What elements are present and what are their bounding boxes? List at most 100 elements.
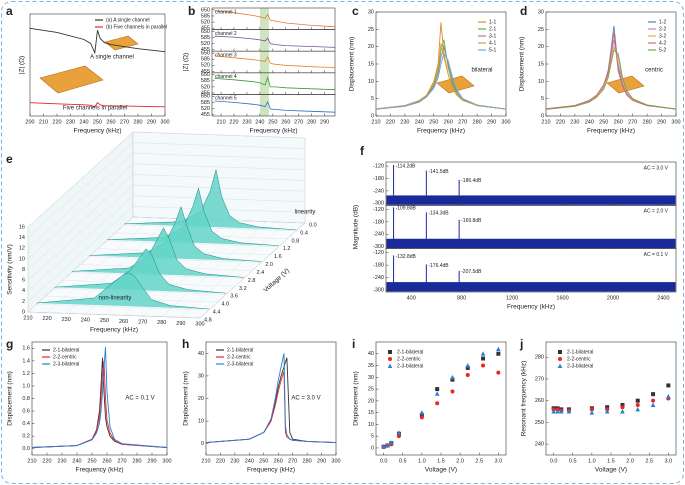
noise-floor — [386, 282, 676, 292]
y-tick-label: 270 — [535, 376, 544, 382]
marker — [435, 401, 440, 406]
legend-label: 2-2-centric — [53, 354, 77, 360]
y-tick-label: 455 — [201, 69, 210, 75]
series-line — [205, 353, 337, 444]
legend-label: 2-3-bilateral — [397, 363, 423, 369]
y-tick-label: 35 — [368, 363, 374, 369]
legend-label: 2-2-centric — [567, 356, 591, 362]
x-tick-label: 200 — [25, 119, 34, 125]
series-line — [545, 49, 677, 110]
marker — [481, 356, 486, 361]
noise-floor — [386, 195, 676, 205]
x-tick-label: 270 — [458, 119, 467, 125]
annotation: AC = 2.0 V — [644, 209, 669, 215]
peak-label: -207.5dB — [461, 269, 482, 275]
marker — [620, 403, 625, 408]
marker — [388, 440, 394, 445]
panel-letter: d — [520, 4, 527, 18]
marker — [450, 377, 455, 382]
legend-label: 5-1 — [489, 47, 496, 53]
y-tick-label: 650 — [201, 72, 210, 78]
series-line — [375, 43, 507, 110]
panel-letter: g — [6, 337, 13, 351]
x-tick-label: 300 — [160, 119, 169, 125]
legend-label: 2-1-bilateral — [397, 349, 423, 355]
grid-line — [27, 153, 306, 249]
x-tick-label: 290 — [147, 119, 156, 125]
y-axis-label: Displacement (nm) — [353, 371, 360, 426]
peak-label: -134.3dB — [428, 211, 449, 217]
x-tick-label: 0.5 — [399, 458, 407, 464]
marker — [419, 410, 425, 415]
series-line — [214, 100, 336, 113]
marker — [635, 406, 641, 412]
marker — [635, 403, 640, 408]
y-tick-label: 30 — [198, 373, 204, 379]
y-tick-label: 455 — [201, 112, 210, 118]
y-tick-label: 650 — [201, 51, 210, 57]
x-tick-label: 1.0 — [418, 458, 426, 464]
marker — [465, 363, 471, 368]
x-tick-label: 2400 — [657, 295, 669, 301]
x-tick-label: 270 — [138, 319, 147, 325]
annotation: centric — [645, 68, 663, 74]
strip-label: channel 1 — [215, 9, 237, 15]
y-tick-label: 0.2 — [22, 434, 30, 440]
marker — [496, 370, 501, 375]
y-tick-label: 30 — [368, 375, 374, 381]
y-tick-label: 0.0 — [22, 446, 30, 452]
y-axis-label: Displacement (nm) — [519, 37, 526, 92]
series-line — [545, 32, 677, 110]
panel-letter: c — [352, 4, 359, 18]
x-axis-label: Frequency (kHz) — [249, 128, 297, 135]
legend-label: 2-3-bilateral — [53, 361, 79, 367]
x-axis-label: Voltage (V) — [595, 467, 627, 474]
annotation: AC = 0.1 V — [125, 396, 154, 402]
x-tick-label: 210 — [27, 458, 36, 464]
y-tick-label: 1.6 — [22, 346, 30, 352]
marker — [620, 405, 625, 410]
x-tick-label: 210 — [39, 119, 48, 125]
y-tick-label: 1.4 — [22, 358, 30, 364]
x-tick-label: 3.0 — [665, 458, 673, 464]
x-tick-label: 2.5 — [475, 458, 483, 464]
marker — [589, 407, 594, 412]
y-tick-label: 585 — [201, 100, 210, 106]
x-tick-label: 210 — [541, 119, 550, 125]
x-tick-label: 280 — [133, 119, 142, 125]
y-tick-label: 10 — [368, 422, 374, 428]
x-axis-label: Frequency (kHz) — [247, 467, 295, 474]
noise-floor — [386, 238, 676, 249]
x-tick-label: 270 — [628, 119, 637, 125]
legend-label: 1-1 — [489, 19, 496, 25]
series-line — [29, 102, 166, 108]
x-tick-label: 230 — [57, 458, 66, 464]
y-tick-label: 10 — [19, 256, 25, 262]
marker — [589, 410, 595, 415]
x-tick-label: 1200 — [506, 295, 518, 301]
y-tick-label: -180 — [373, 219, 384, 225]
marker — [385, 442, 390, 448]
legend-marker — [387, 363, 393, 368]
highlight-band — [259, 8, 269, 116]
y-tick-label: -240 — [373, 188, 384, 194]
x-tick-label: 300 — [501, 119, 510, 125]
grid-line — [27, 184, 306, 281]
x-tick-label: 260 — [119, 319, 128, 325]
x-tick-label: 260 — [614, 119, 623, 125]
y-tick-label: 15 — [538, 61, 544, 67]
marker — [396, 430, 402, 435]
x-tick-label: 270 — [294, 119, 303, 125]
chip — [104, 35, 139, 51]
y-tick-label: 455 — [201, 26, 210, 32]
legend-label: 3-2 — [659, 33, 666, 39]
y-axis-label: |Z| (Ω) — [183, 53, 190, 71]
plot-frame — [385, 248, 677, 293]
x-axis-label: Frequency (kHz) — [75, 467, 123, 474]
y-tick-label: 650 — [201, 94, 210, 100]
x-tick-label: 220 — [43, 316, 52, 322]
y-tick-label: -120 — [373, 207, 384, 213]
x-tick-label: 260 — [106, 119, 115, 125]
ridge — [36, 272, 209, 310]
legend-label: 2-3-bilateral — [227, 361, 253, 367]
